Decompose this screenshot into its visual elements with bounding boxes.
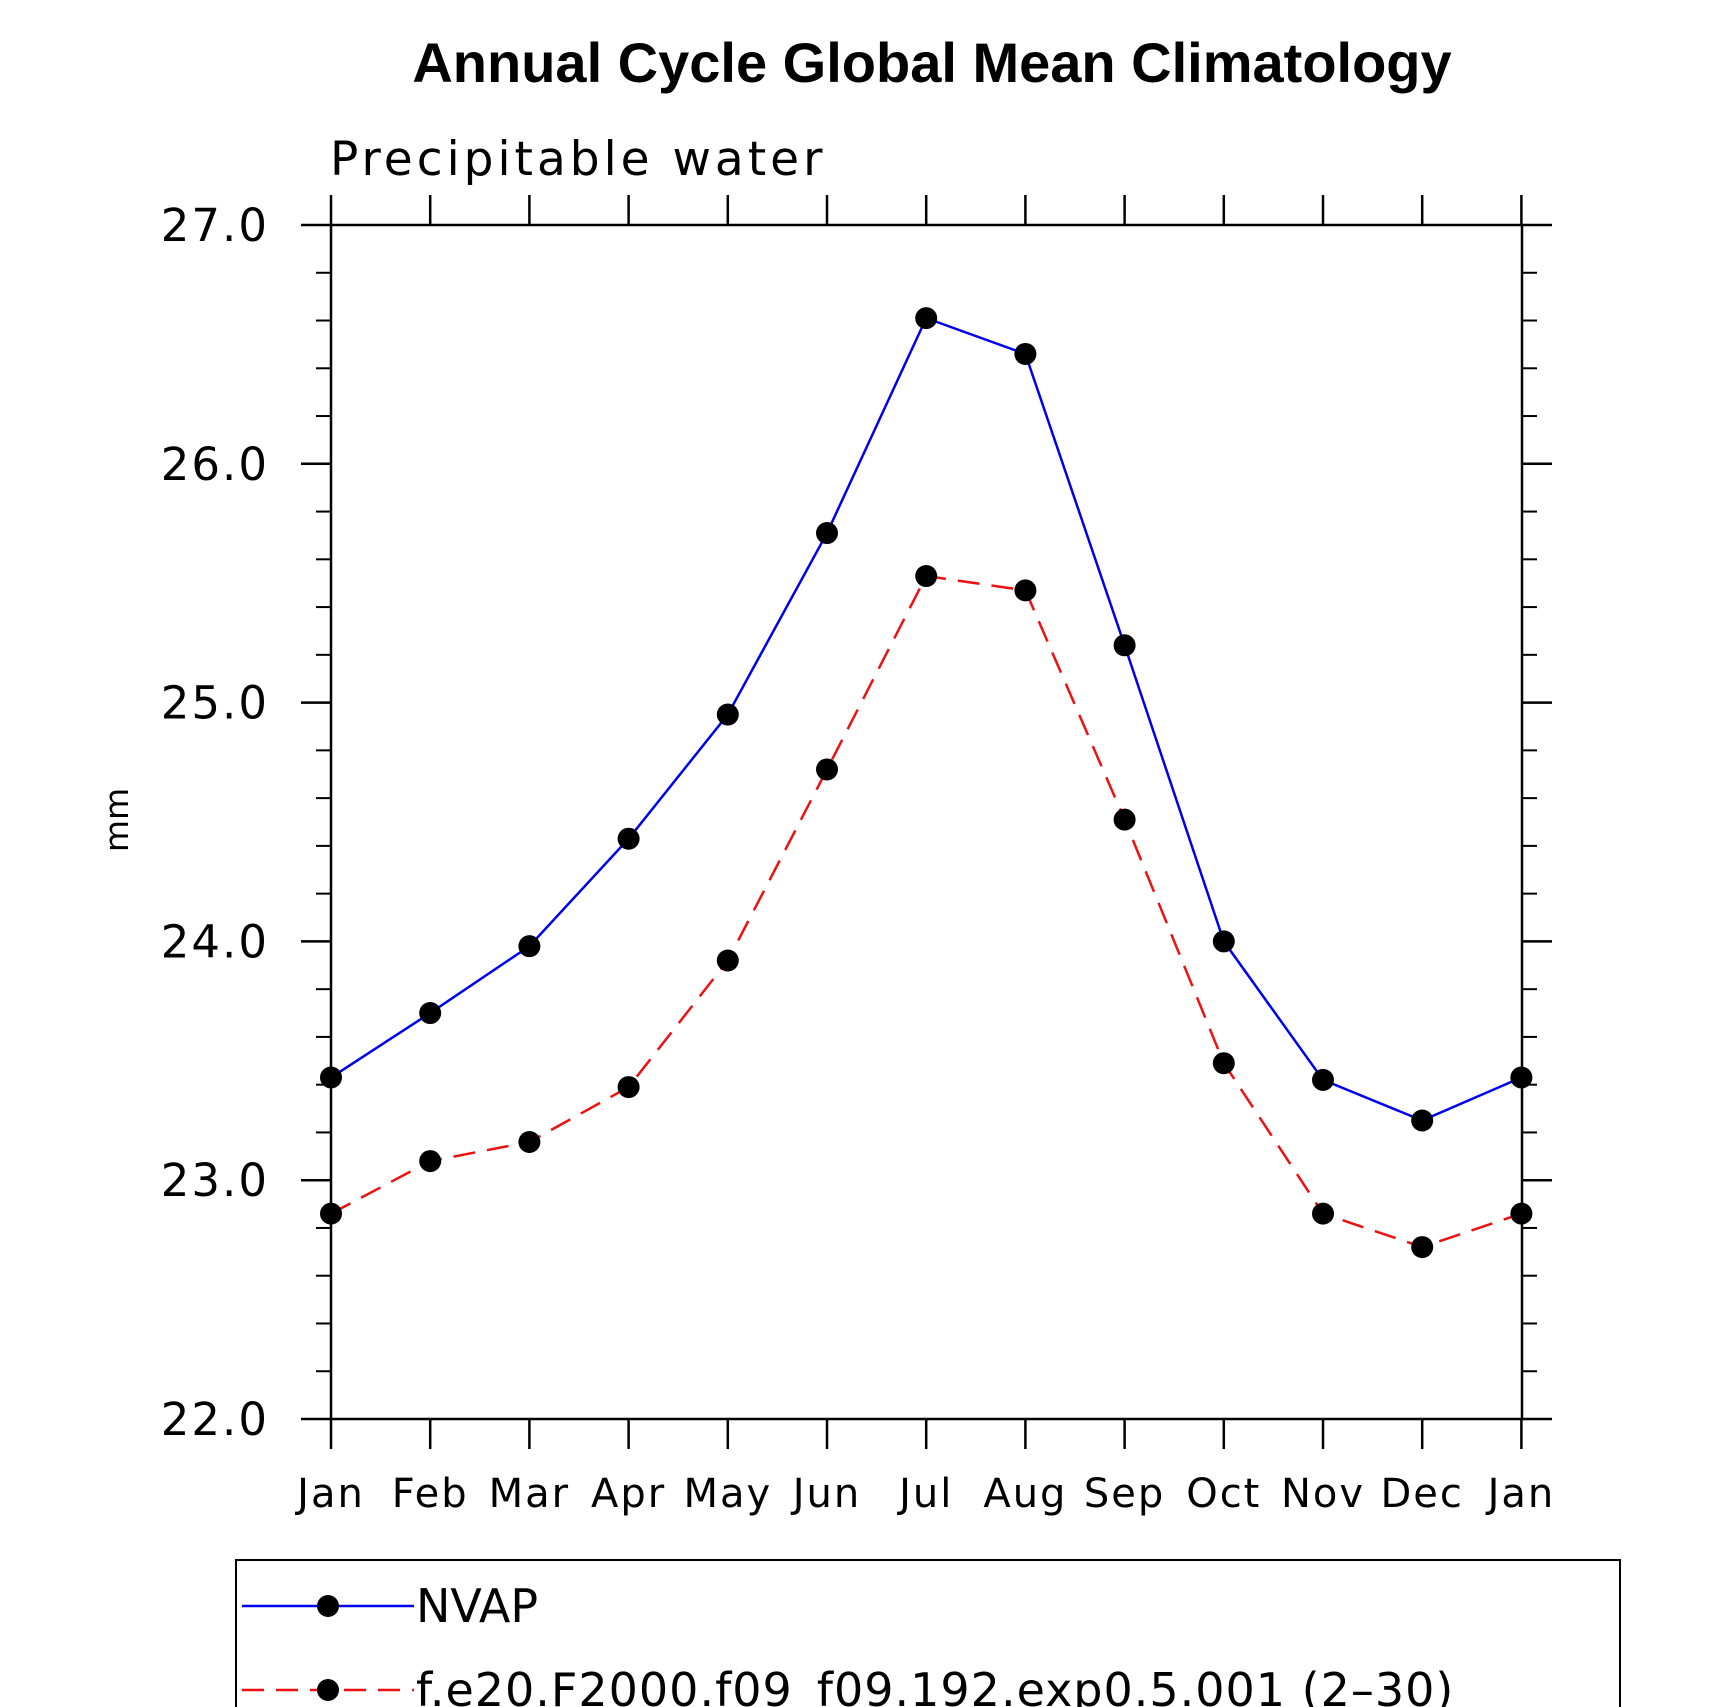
legend-label-nvap: NVAP [416, 1579, 538, 1633]
data-point [716, 703, 739, 726]
chart-subtitle: Precipitable water [330, 132, 826, 187]
legend: NVAP f.e20.F2000.f09_f09.192.exp0.5.001 … [235, 1559, 1621, 1707]
data-point [1113, 634, 1136, 657]
data-point [617, 827, 640, 850]
x-tick-label: Apr [591, 1471, 666, 1517]
data-point [1212, 1052, 1235, 1075]
data-point [1510, 1066, 1533, 1089]
series-line-1 [330, 574, 1522, 1249]
y-tick-label: 25.0 [161, 677, 269, 730]
data-point [518, 1130, 541, 1153]
x-tick-label: Feb [392, 1471, 469, 1517]
y-tick-label: 24.0 [161, 915, 269, 968]
plot-frame [329, 223, 1524, 1421]
data-point [518, 935, 541, 958]
data-point [716, 949, 739, 972]
legend-label-experiment: f.e20.F2000.f09_f09.192.exp0.5.001 (2–30… [416, 1663, 1454, 1707]
data-point [1212, 930, 1235, 953]
data-point [915, 565, 938, 588]
series-layer [320, 307, 1533, 1259]
data-point [1113, 808, 1136, 831]
data-point [1312, 1202, 1334, 1225]
series-1 [320, 565, 1533, 1259]
data-point [816, 758, 838, 781]
data-point [1014, 342, 1037, 365]
data-point [320, 1066, 342, 1089]
x-tick-label: Jan [1485, 1471, 1556, 1517]
x-tick-label: Mar [489, 1471, 570, 1517]
legend-marker-nvap [317, 1595, 339, 1617]
data-point [1510, 1202, 1533, 1225]
y-axis-label: mm [97, 788, 136, 852]
data-point [1312, 1068, 1334, 1091]
chart-title: Annual Cycle Global Mean Climatology [412, 31, 1451, 94]
series-line-0 [330, 316, 1522, 1122]
x-tick-label: Nov [1281, 1471, 1365, 1517]
x-tick-label: Jun [790, 1471, 862, 1517]
y-tick-label: 22.0 [161, 1393, 269, 1446]
y-tick-label: 27.0 [161, 199, 269, 252]
series-0 [320, 307, 1533, 1132]
x-tick-label: Aug [983, 1471, 1067, 1517]
y-tick-label: 23.0 [161, 1154, 269, 1207]
data-point [320, 1202, 342, 1225]
x-tick-label: Sep [1084, 1471, 1165, 1517]
y-tick-label: 26.0 [161, 438, 269, 491]
data-point [1411, 1109, 1434, 1132]
data-point [419, 1002, 442, 1025]
x-tick-label: May [683, 1471, 772, 1517]
x-tick-label: Dec [1380, 1471, 1463, 1517]
legend-marker-experiment [317, 1679, 339, 1701]
axes-group: 22.0 23.0 24.0 25.0 26.0 27.0 Jan Feb Mar Apr May J… [161, 195, 1556, 1517]
data-point [617, 1076, 640, 1099]
data-point [816, 522, 838, 545]
data-point [419, 1150, 442, 1173]
data-point [915, 307, 938, 330]
data-point [1014, 579, 1037, 602]
x-tick-label: Jan [294, 1471, 365, 1517]
x-tick-label: Jul [896, 1471, 953, 1517]
legend-box [235, 1559, 1621, 1707]
data-point [1411, 1236, 1434, 1259]
x-tick-label: Oct [1186, 1471, 1261, 1517]
